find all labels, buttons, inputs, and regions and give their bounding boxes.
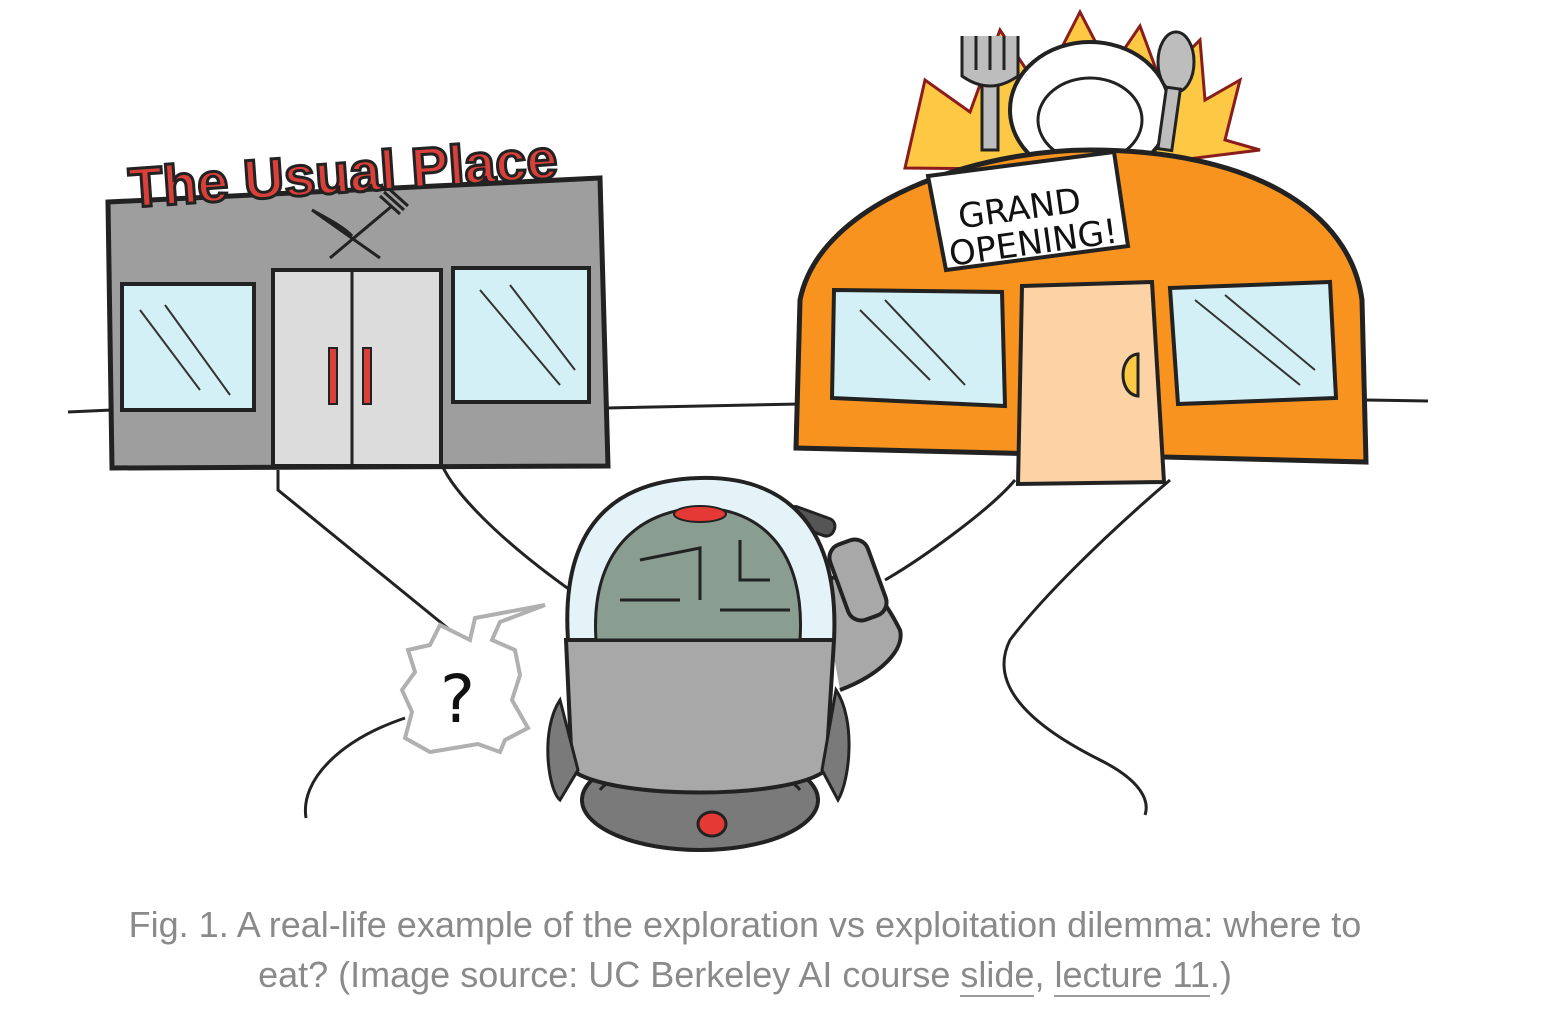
grand-opening-sign-board: [925, 149, 1131, 273]
usual-place-restaurant: The Usual Place: [105, 125, 611, 471]
grand-opening-restaurant: GRAND OPENING!: [793, 8, 1369, 487]
caption-separator: ,: [1034, 954, 1055, 995]
robot: [546, 475, 903, 852]
lecture-link[interactable]: lecture 11: [1054, 954, 1210, 997]
fork-icon: [960, 36, 1020, 152]
robot-light: [673, 505, 727, 523]
thought-bubble: ?: [399, 603, 546, 755]
left-path: [276, 459, 571, 819]
fork-knife-icon: [311, 186, 410, 260]
caption-suffix: .): [1209, 954, 1232, 995]
spoon-icon: [1156, 30, 1196, 153]
illustration: The Usual Place: [67, 8, 1429, 852]
caption-text: Fig. 1. A real-life example of the explo…: [128, 904, 1362, 995]
question-mark: ?: [440, 661, 475, 738]
figure-caption: Fig. 1. A real-life example of the explo…: [90, 900, 1400, 1000]
slide-link[interactable]: slide: [960, 954, 1035, 997]
robot-bottom-light: [696, 810, 728, 838]
right-path: [884, 478, 1171, 816]
ground-line: [67, 398, 1429, 414]
